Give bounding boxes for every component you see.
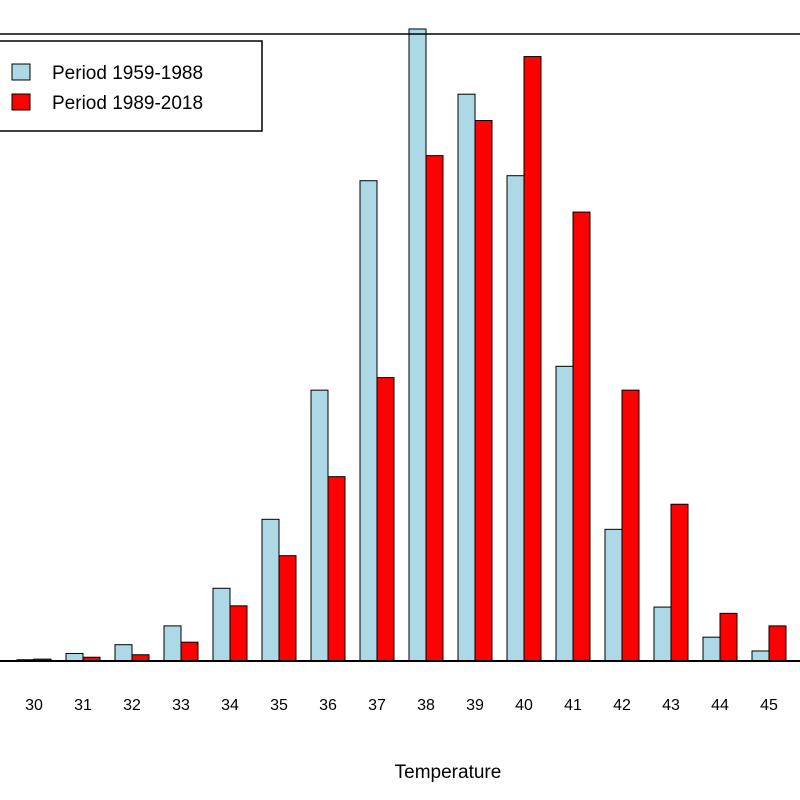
bar-period-1989-2018-41 [572, 211, 591, 662]
legend-box [0, 40, 263, 132]
bar-period-1959-1988-32 [114, 644, 133, 662]
bar-period-1989-2018-35 [278, 555, 297, 662]
x-tick-labels: 3031323334353637383940414243444546 [25, 697, 778, 714]
x-tick-label-37: 37 [368, 697, 386, 714]
bar-period-1959-1988-42 [604, 528, 623, 662]
x-tick-label-33: 33 [172, 697, 190, 714]
bar-period-1989-2018-39 [474, 120, 493, 662]
x-tick-label-35: 35 [270, 697, 288, 714]
x-tick-label-45: 45 [760, 697, 778, 714]
x-tick-label-31: 31 [74, 697, 92, 714]
x-tick-label-42: 42 [613, 697, 631, 714]
bar-period-1989-2018-40 [523, 56, 542, 662]
bar-period-1989-2018-43 [670, 503, 689, 662]
x-tick-label-43: 43 [662, 697, 680, 714]
bar-period-1959-1988-33 [163, 625, 182, 662]
bar-period-1989-2018-45 [768, 625, 787, 662]
x-axis-title: Temperature [395, 762, 502, 783]
bar-period-1989-2018-33 [180, 641, 199, 662]
x-tick-label-41: 41 [564, 697, 582, 714]
legend-swatch-series-1 [11, 63, 31, 81]
bar-period-1989-2018-34 [229, 605, 248, 662]
bar-period-1989-2018-36 [327, 476, 346, 662]
x-tick-label-34: 34 [221, 697, 239, 714]
bar-period-1959-1988-31 [65, 652, 84, 662]
x-tick-label-38: 38 [417, 697, 435, 714]
bars-group [16, 28, 787, 662]
bar-period-1959-1988-40 [506, 175, 525, 662]
bar-period-1959-1988-34 [212, 587, 231, 662]
x-tick-label-30: 30 [25, 697, 43, 714]
bar-period-1989-2018-38 [425, 155, 444, 662]
bar-period-1989-2018-42 [621, 389, 640, 662]
bar-period-1959-1988-44 [702, 636, 721, 662]
legend: Period 1959-1988 Period 1989-2018 [0, 40, 263, 132]
legend-swatch-series-2 [11, 93, 31, 111]
bar-period-1959-1988-38 [408, 28, 427, 662]
legend-label-series-1: Period 1959-1988 [52, 63, 203, 84]
bar-period-1959-1988-35 [261, 518, 280, 662]
x-tick-label-36: 36 [319, 697, 337, 714]
bar-period-1959-1988-39 [457, 93, 476, 662]
bar-period-1959-1988-36 [310, 389, 329, 662]
x-tick-label-32: 32 [123, 697, 141, 714]
bar-period-1959-1988-45 [751, 650, 770, 662]
bar-period-1959-1988-43 [653, 606, 672, 662]
bar-period-1989-2018-37 [376, 377, 395, 662]
legend-label-series-2: Period 1989-2018 [52, 93, 203, 114]
bar-period-1959-1988-37 [359, 180, 378, 662]
bar-period-1989-2018-44 [719, 612, 738, 662]
bar-period-1959-1988-41 [555, 365, 574, 662]
x-tick-label-39: 39 [466, 697, 484, 714]
x-tick-label-40: 40 [515, 697, 533, 714]
x-tick-label-44: 44 [711, 697, 729, 714]
